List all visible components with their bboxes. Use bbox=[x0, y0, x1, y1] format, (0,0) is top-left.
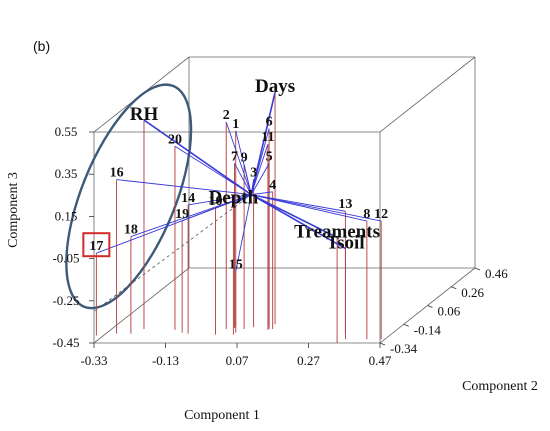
z-tick-label-2: -0.25 bbox=[52, 293, 79, 308]
stem-layer bbox=[95, 92, 382, 343]
highlight-box-obs-17 bbox=[82, 232, 111, 258]
box-edge-6 bbox=[93, 267, 190, 344]
x-tick-label-3: 0.07 bbox=[226, 353, 249, 368]
y-tick-mark-3 bbox=[427, 305, 433, 308]
y-tick-mark-4 bbox=[451, 286, 457, 290]
var-label-days: Days bbox=[255, 76, 295, 97]
vector-obs-8 bbox=[251, 194, 367, 222]
obs-label-17: 17 bbox=[89, 239, 103, 254]
vector-obs-15 bbox=[235, 194, 252, 272]
box-edge-12 bbox=[379, 56, 476, 133]
obs-label-18: 18 bbox=[124, 223, 138, 238]
y-tick-label-3: 0.06 bbox=[438, 304, 461, 319]
vector-obs-4 bbox=[251, 191, 273, 196]
z-axis-title: Component 3 bbox=[6, 172, 21, 248]
obs-label-5: 5 bbox=[266, 150, 273, 165]
x-tick-label-2: -0.13 bbox=[152, 353, 179, 368]
x-tick-label-5: 0.47 bbox=[369, 353, 392, 368]
x-tick-label-4: 0.27 bbox=[297, 353, 320, 368]
vector-obs-14 bbox=[188, 194, 252, 206]
y-tick-label-5: 0.46 bbox=[485, 266, 508, 281]
obs-label-2: 2 bbox=[223, 108, 230, 123]
obs-label-8: 8 bbox=[363, 207, 370, 222]
obs-label-13: 13 bbox=[338, 197, 352, 212]
panel-label: (b) bbox=[33, 38, 50, 54]
obs-label-14: 14 bbox=[181, 191, 195, 206]
tick-layer: -0.33 -0.13 0.07 0.27 0.47-0.34 -0.14 0.060.26… bbox=[52, 124, 508, 368]
y-axis-title: Component 2 bbox=[462, 379, 538, 394]
var-label-treaments: Treaments bbox=[294, 222, 380, 243]
z-tick-label-6: 0.55 bbox=[55, 124, 78, 139]
obs-label-9: 9 bbox=[241, 150, 248, 165]
y-tick-mark-2 bbox=[403, 323, 409, 327]
loading-vector-layer bbox=[93, 91, 382, 312]
x-tick-label-1: -0.33 bbox=[80, 353, 107, 368]
obs-label-19: 19 bbox=[175, 207, 189, 222]
obs-label-7: 7 bbox=[231, 149, 238, 164]
vector-obs-19 bbox=[181, 194, 252, 222]
y-tick-label-1: -0.34 bbox=[390, 341, 418, 356]
cluster-ellipse-layer bbox=[65, 83, 193, 310]
vector-obs-16 bbox=[116, 179, 252, 196]
y-tick-label-4: 0.26 bbox=[461, 285, 484, 300]
obs-label-3: 3 bbox=[250, 165, 257, 180]
x-axis-title: Component 1 bbox=[184, 408, 260, 423]
y-tick-label-2: -0.14 bbox=[414, 322, 442, 337]
vector-var-depth bbox=[233, 193, 252, 205]
var-label-tsoil: Tsoil bbox=[326, 233, 364, 254]
y-tick-mark-1 bbox=[379, 342, 386, 346]
vector-var-treaments bbox=[250, 193, 338, 239]
y-tick-mark-5 bbox=[474, 267, 481, 271]
vector-obs-5 bbox=[250, 163, 270, 195]
origin-guide-line bbox=[93, 194, 252, 312]
cluster-ellipse bbox=[65, 83, 193, 310]
vector-obs-11 bbox=[250, 144, 269, 195]
obs-label-15: 15 bbox=[229, 257, 243, 272]
obs-label-20: 20 bbox=[168, 132, 182, 147]
obs-label-4: 4 bbox=[269, 178, 276, 193]
highlight-layer bbox=[82, 232, 111, 258]
vector-obs-12 bbox=[251, 194, 382, 222]
vector-obs-9 bbox=[243, 164, 252, 195]
vector-obs-2 bbox=[225, 122, 252, 195]
var-label-rh: RH bbox=[130, 104, 159, 125]
obs-label-16: 16 bbox=[110, 166, 124, 181]
obs-label-6: 6 bbox=[266, 114, 273, 129]
z-tick-label-3: -0.05 bbox=[52, 251, 79, 266]
vector-var-tsoil bbox=[250, 193, 346, 250]
z-tick-label-4: 0.15 bbox=[55, 208, 78, 223]
vector-var-days bbox=[250, 91, 276, 195]
vector-obs-13 bbox=[251, 194, 346, 212]
vector-var-rh bbox=[143, 119, 252, 196]
obs-label-1: 1 bbox=[232, 117, 239, 132]
z-tick-label-1: -0.45 bbox=[52, 335, 79, 350]
plot-box bbox=[93, 56, 476, 344]
z-tick-label-5: 0.35 bbox=[55, 166, 78, 181]
obs-label-12: 12 bbox=[374, 207, 388, 222]
vector-obs-18 bbox=[130, 194, 252, 237]
obs-label-10: 10 bbox=[209, 194, 223, 209]
obs-label-11: 11 bbox=[261, 130, 274, 145]
vector-obs-7 bbox=[234, 163, 252, 195]
var-label-depth: Depth bbox=[209, 188, 259, 209]
